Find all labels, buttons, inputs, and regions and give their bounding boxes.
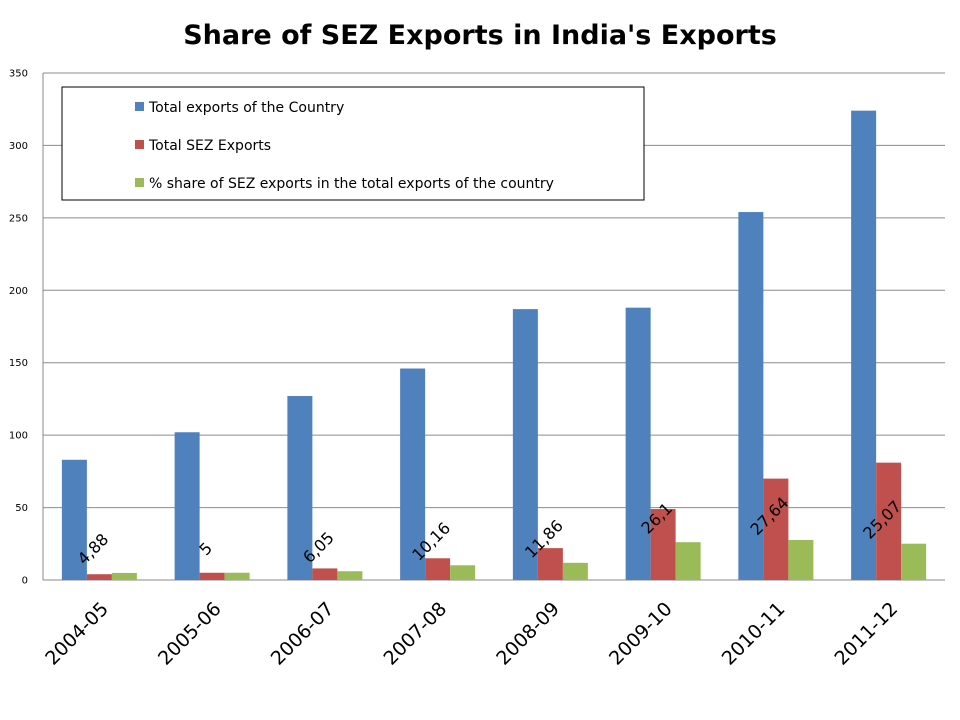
bar-total-exports	[738, 212, 764, 580]
bar-sez-share	[337, 571, 363, 580]
bar-sez-exports	[876, 462, 902, 580]
legend-swatch	[135, 102, 144, 111]
x-tick-label: 2010-11	[718, 598, 790, 670]
bar-total-exports	[625, 307, 651, 580]
bar-total-exports	[61, 459, 87, 580]
y-tick-label: 350	[9, 69, 28, 80]
bar-sez-exports	[199, 572, 225, 580]
bar-total-exports	[400, 368, 426, 580]
bar-sez-share	[224, 572, 250, 580]
bar-total-exports	[174, 432, 200, 580]
x-axis-ticks: 2004-05 2005-06 2006-07 2007-08 2008-09 2009-…	[41, 598, 902, 670]
y-tick-label: 250	[9, 213, 28, 224]
legend-entry: Total exports of the Country	[148, 100, 344, 116]
bar-sez-share	[562, 562, 588, 580]
x-tick-label: 2008-09	[492, 598, 564, 670]
y-tick-label: 200	[9, 286, 28, 297]
bar-sez-share	[788, 539, 814, 580]
bar-sez-exports	[537, 548, 563, 580]
y-tick-label: 0	[22, 576, 28, 587]
bar-sez-exports	[763, 478, 789, 580]
x-tick-label: 2009-10	[605, 598, 677, 670]
x-tick-label: 2011-12	[830, 598, 902, 670]
y-tick-label: 300	[9, 141, 28, 152]
x-tick-label: 2004-05	[41, 598, 113, 670]
x-tick-label: 2006-07	[267, 598, 339, 670]
x-tick-label: 2005-06	[154, 598, 226, 670]
y-tick-label: 100	[9, 431, 28, 442]
legend-entry: % share of SEZ exports in the total expo…	[149, 176, 554, 192]
y-tick-label: 150	[9, 358, 28, 369]
bar-total-exports	[287, 396, 313, 580]
bar-sez-exports	[312, 568, 338, 580]
legend-box	[61, 86, 645, 201]
y-axis-ticks: 0 50 100 150 200 250 300 350	[9, 69, 28, 587]
bar-total-exports	[851, 110, 877, 581]
bars	[61, 110, 927, 581]
bar-sez-share	[675, 542, 701, 580]
y-tick-label: 50	[15, 503, 28, 514]
bar-sez-share	[901, 543, 927, 580]
x-tick-label: 2007-08	[379, 598, 451, 670]
bar-total-exports	[512, 309, 538, 580]
bar-sez-exports	[425, 558, 451, 580]
legend-swatch	[135, 140, 144, 149]
bar-sez-exports	[650, 509, 676, 580]
legend-entry: Total SEZ Exports	[148, 138, 271, 154]
legend: Total exports of the Country Total SEZ Ex…	[61, 86, 645, 201]
bar-sez-exports	[86, 574, 112, 580]
legend-swatch	[135, 178, 144, 187]
chart-title: Share of SEZ Exports in India's Exports	[183, 20, 777, 51]
bar-sez-share	[111, 572, 137, 580]
bar-sez-share	[450, 565, 476, 580]
